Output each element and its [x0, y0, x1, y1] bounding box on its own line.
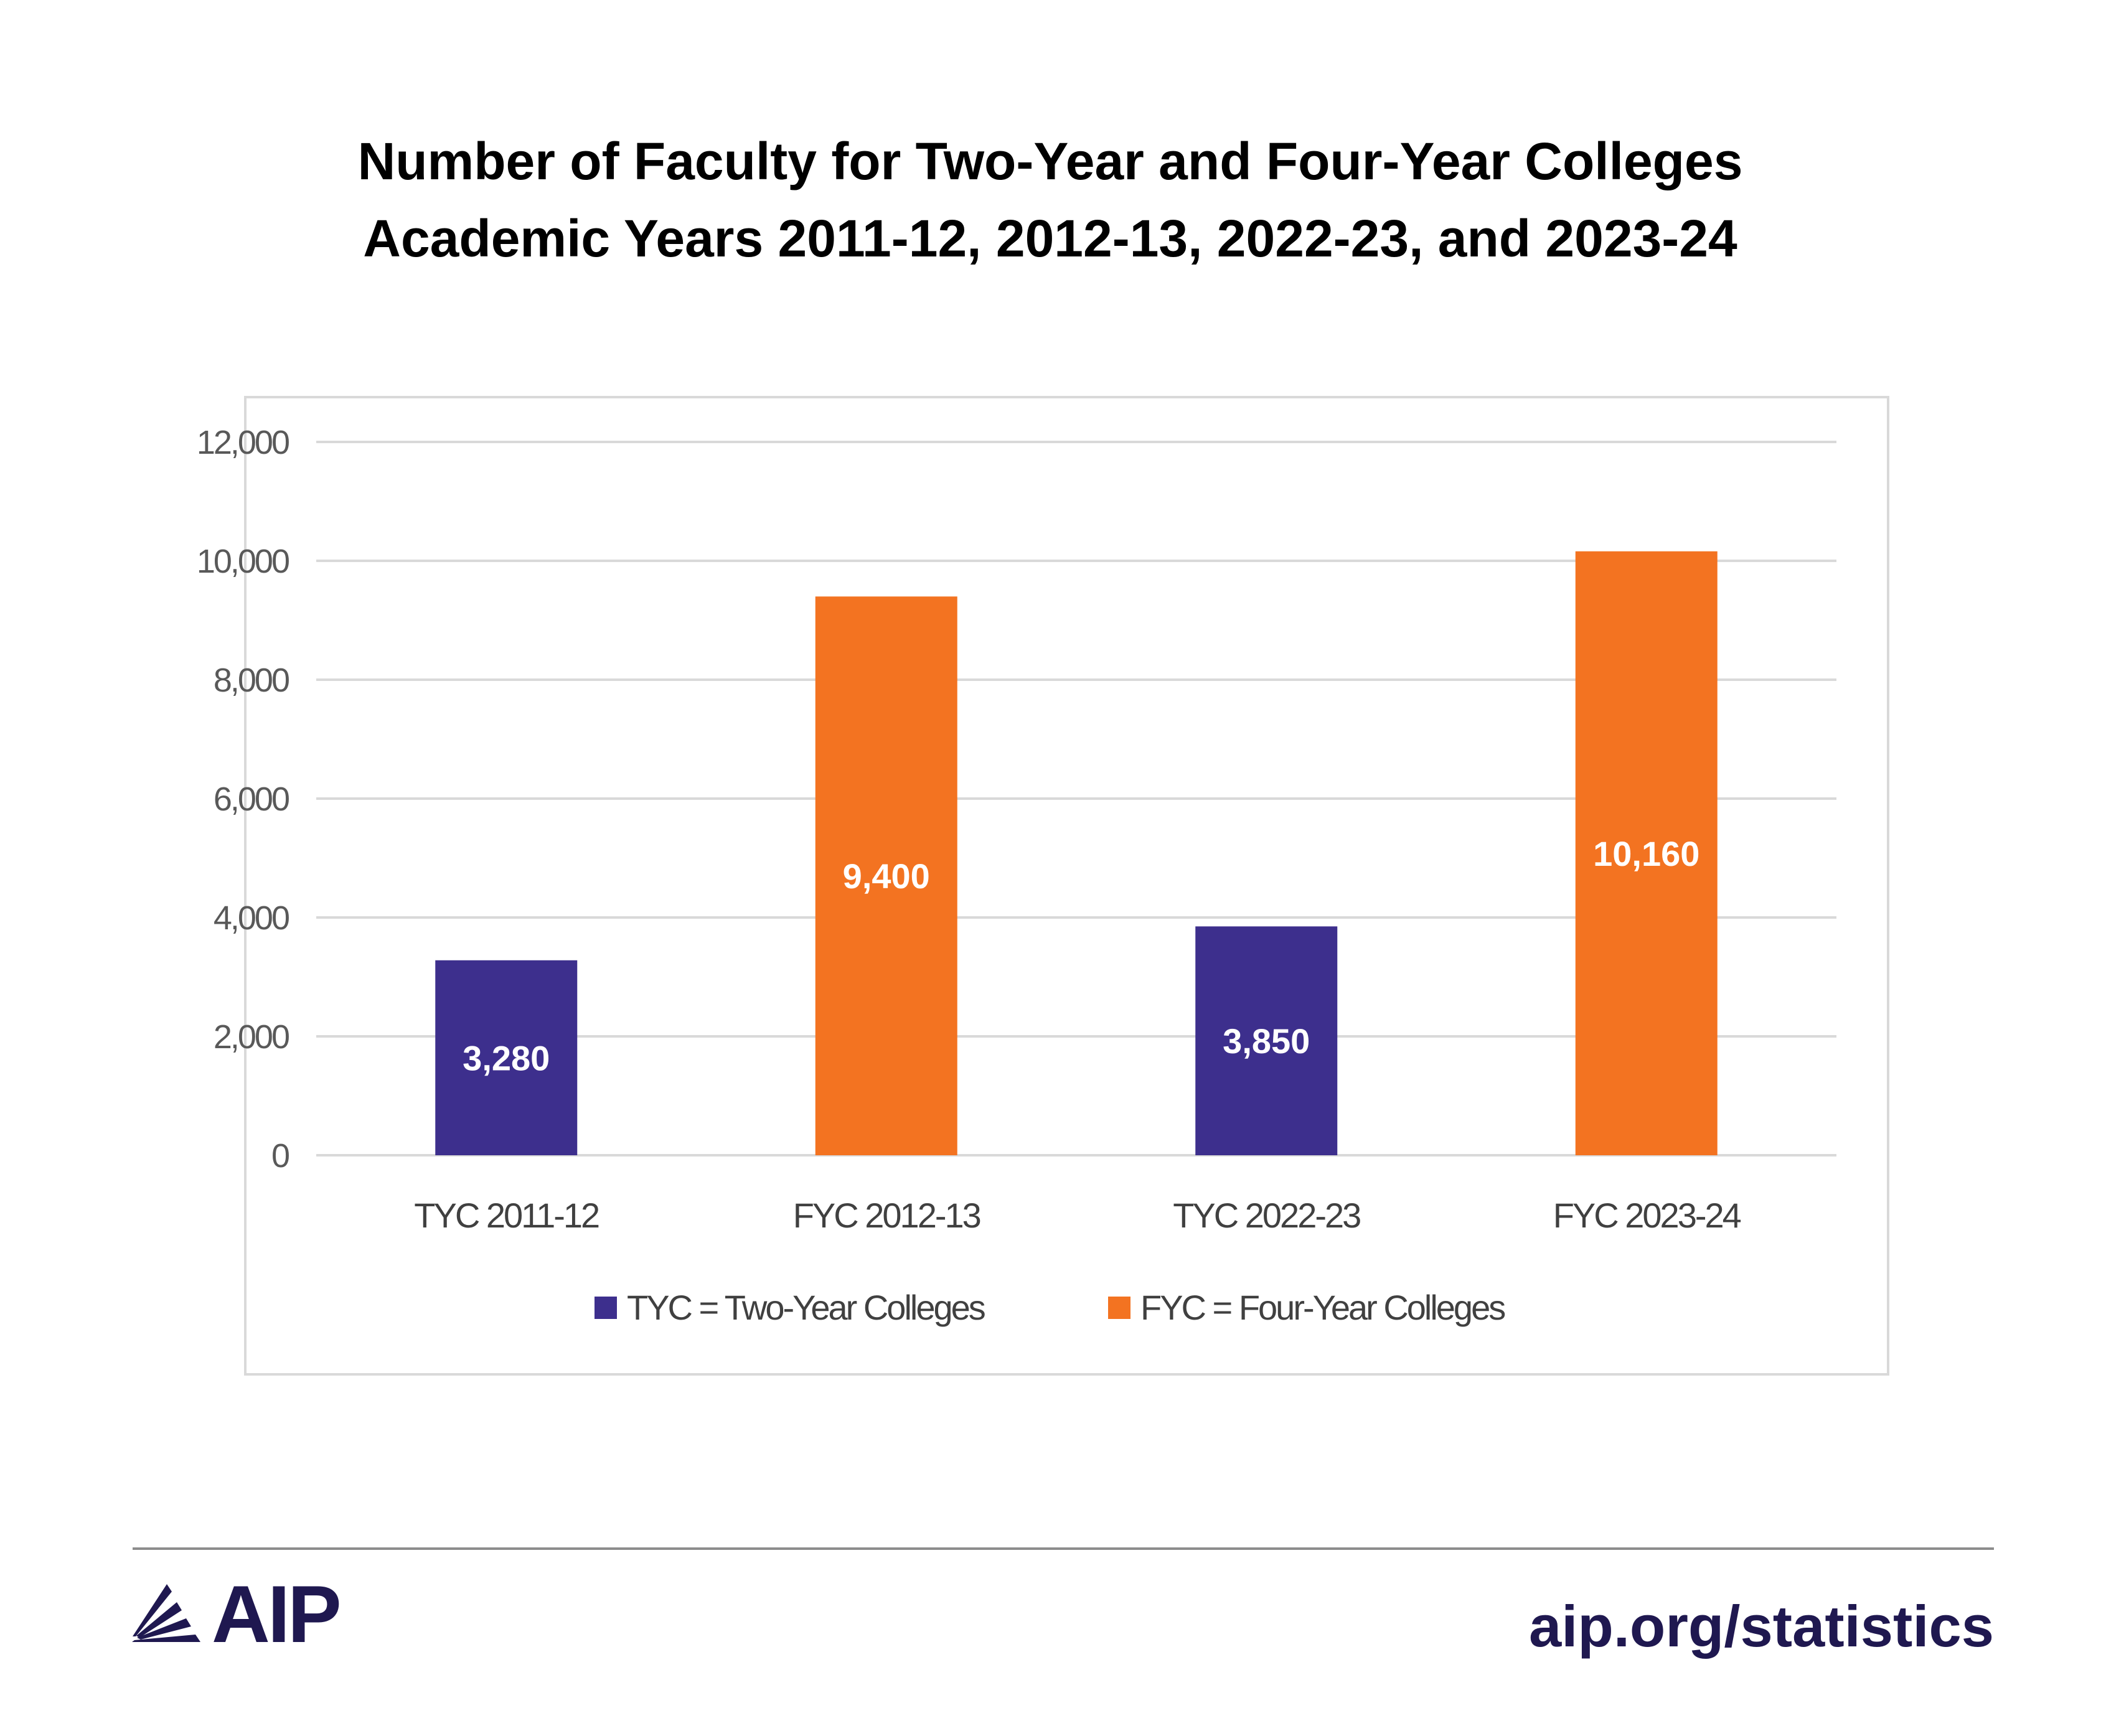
- legend-swatch-tyc: [595, 1297, 617, 1319]
- data-label: 9,400: [843, 856, 930, 896]
- logo-ray: [132, 1635, 200, 1642]
- x-category-label: TYC 2022-23: [1173, 1196, 1360, 1235]
- legend-swatch-fyc: [1108, 1297, 1130, 1319]
- logo-ray: [133, 1584, 172, 1636]
- chart-title: Number of Faculty for Two-Year and Four-…: [358, 132, 1743, 190]
- x-category-label: FYC 2012-13: [793, 1196, 980, 1235]
- data-label: 3,850: [1223, 1021, 1310, 1061]
- bar-fyc: [1575, 551, 1718, 1155]
- footer-url[interactable]: aip.org/statistics: [1529, 1593, 1994, 1659]
- y-tick-label: 0: [271, 1137, 289, 1175]
- bar-tyc: [435, 960, 578, 1155]
- y-tick-label: 10,000: [197, 543, 289, 580]
- y-tick-label: 6,000: [214, 781, 289, 818]
- logo-ray: [137, 1618, 191, 1640]
- logo-ray: [136, 1602, 182, 1638]
- data-label: 3,280: [463, 1038, 550, 1077]
- x-category-label: TYC 2011-12: [414, 1196, 599, 1235]
- x-category-label: FYC 2023-24: [1553, 1196, 1741, 1235]
- y-tick-label: 8,000: [214, 662, 289, 699]
- y-tick-label: 4,000: [214, 899, 289, 937]
- y-tick-label: 12,000: [197, 424, 289, 461]
- legend-label: FYC = Four-Year Colleges: [1140, 1288, 1505, 1327]
- chart-subtitle: Academic Years 2011-12, 2012-13, 2022-23…: [363, 209, 1737, 268]
- bar-fyc: [815, 596, 957, 1155]
- legend-label: TYC = Two-Year Colleges: [627, 1288, 985, 1327]
- y-tick-label: 2,000: [214, 1018, 289, 1056]
- logo-text: AIP: [212, 1569, 339, 1659]
- aip-logo: AIP: [132, 1569, 342, 1659]
- bar-tyc: [1195, 926, 1338, 1155]
- data-label: 10,160: [1593, 834, 1699, 873]
